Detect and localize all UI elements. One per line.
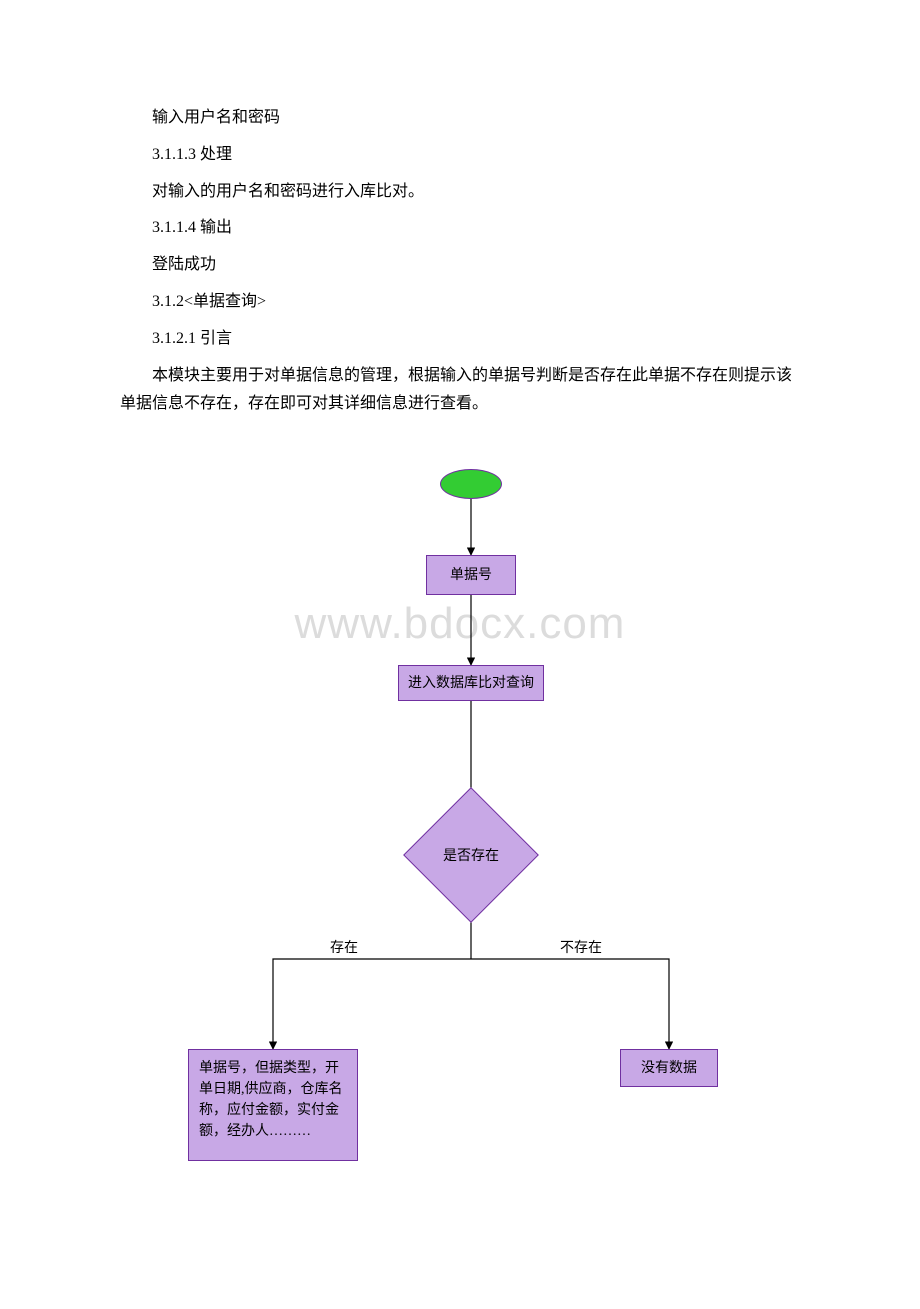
- document-page: 输入用户名和密码 3.1.1.3 处理 对输入的用户名和密码进行入库比对。 3.…: [0, 0, 920, 1309]
- text-paragraph: 本模块主要用于对单据信息的管理，根据输入的单据号判断是否存在此单据不存在则提示该…: [120, 362, 800, 420]
- text-line: 3.1.2<单据查询>: [120, 284, 800, 321]
- flowchart-process-node: 单据号: [426, 555, 516, 595]
- flowchart-decision-node: 是否存在: [423, 807, 519, 903]
- flowchart-start-node: [440, 469, 502, 499]
- flowchart: www.bdocx.com 单据号进入数据库比对查询是否存在单据号，但据类型，开…: [120, 469, 800, 1249]
- text-line: 对输入的用户名和密码进行入库比对。: [120, 174, 800, 211]
- flowchart-decision-label: 是否存在: [423, 807, 519, 903]
- text-line: 3.1.1.3 处理: [120, 137, 800, 174]
- text-line: 输入用户名和密码: [120, 100, 800, 137]
- flowchart-edge-label: 不存在: [560, 937, 602, 957]
- text-line: 登陆成功: [120, 247, 800, 284]
- text-line: 3.1.2.1 引言: [120, 321, 800, 358]
- flowchart-process-node: 进入数据库比对查询: [398, 665, 544, 701]
- flowchart-process-node: 单据号，但据类型，开单日期,供应商，仓库名称，应付金额，实付金额，经办人………: [188, 1049, 358, 1161]
- flowchart-edge-label: 存在: [330, 937, 358, 957]
- text-line: 3.1.1.4 输出: [120, 210, 800, 247]
- flowchart-process-node: 没有数据: [620, 1049, 718, 1087]
